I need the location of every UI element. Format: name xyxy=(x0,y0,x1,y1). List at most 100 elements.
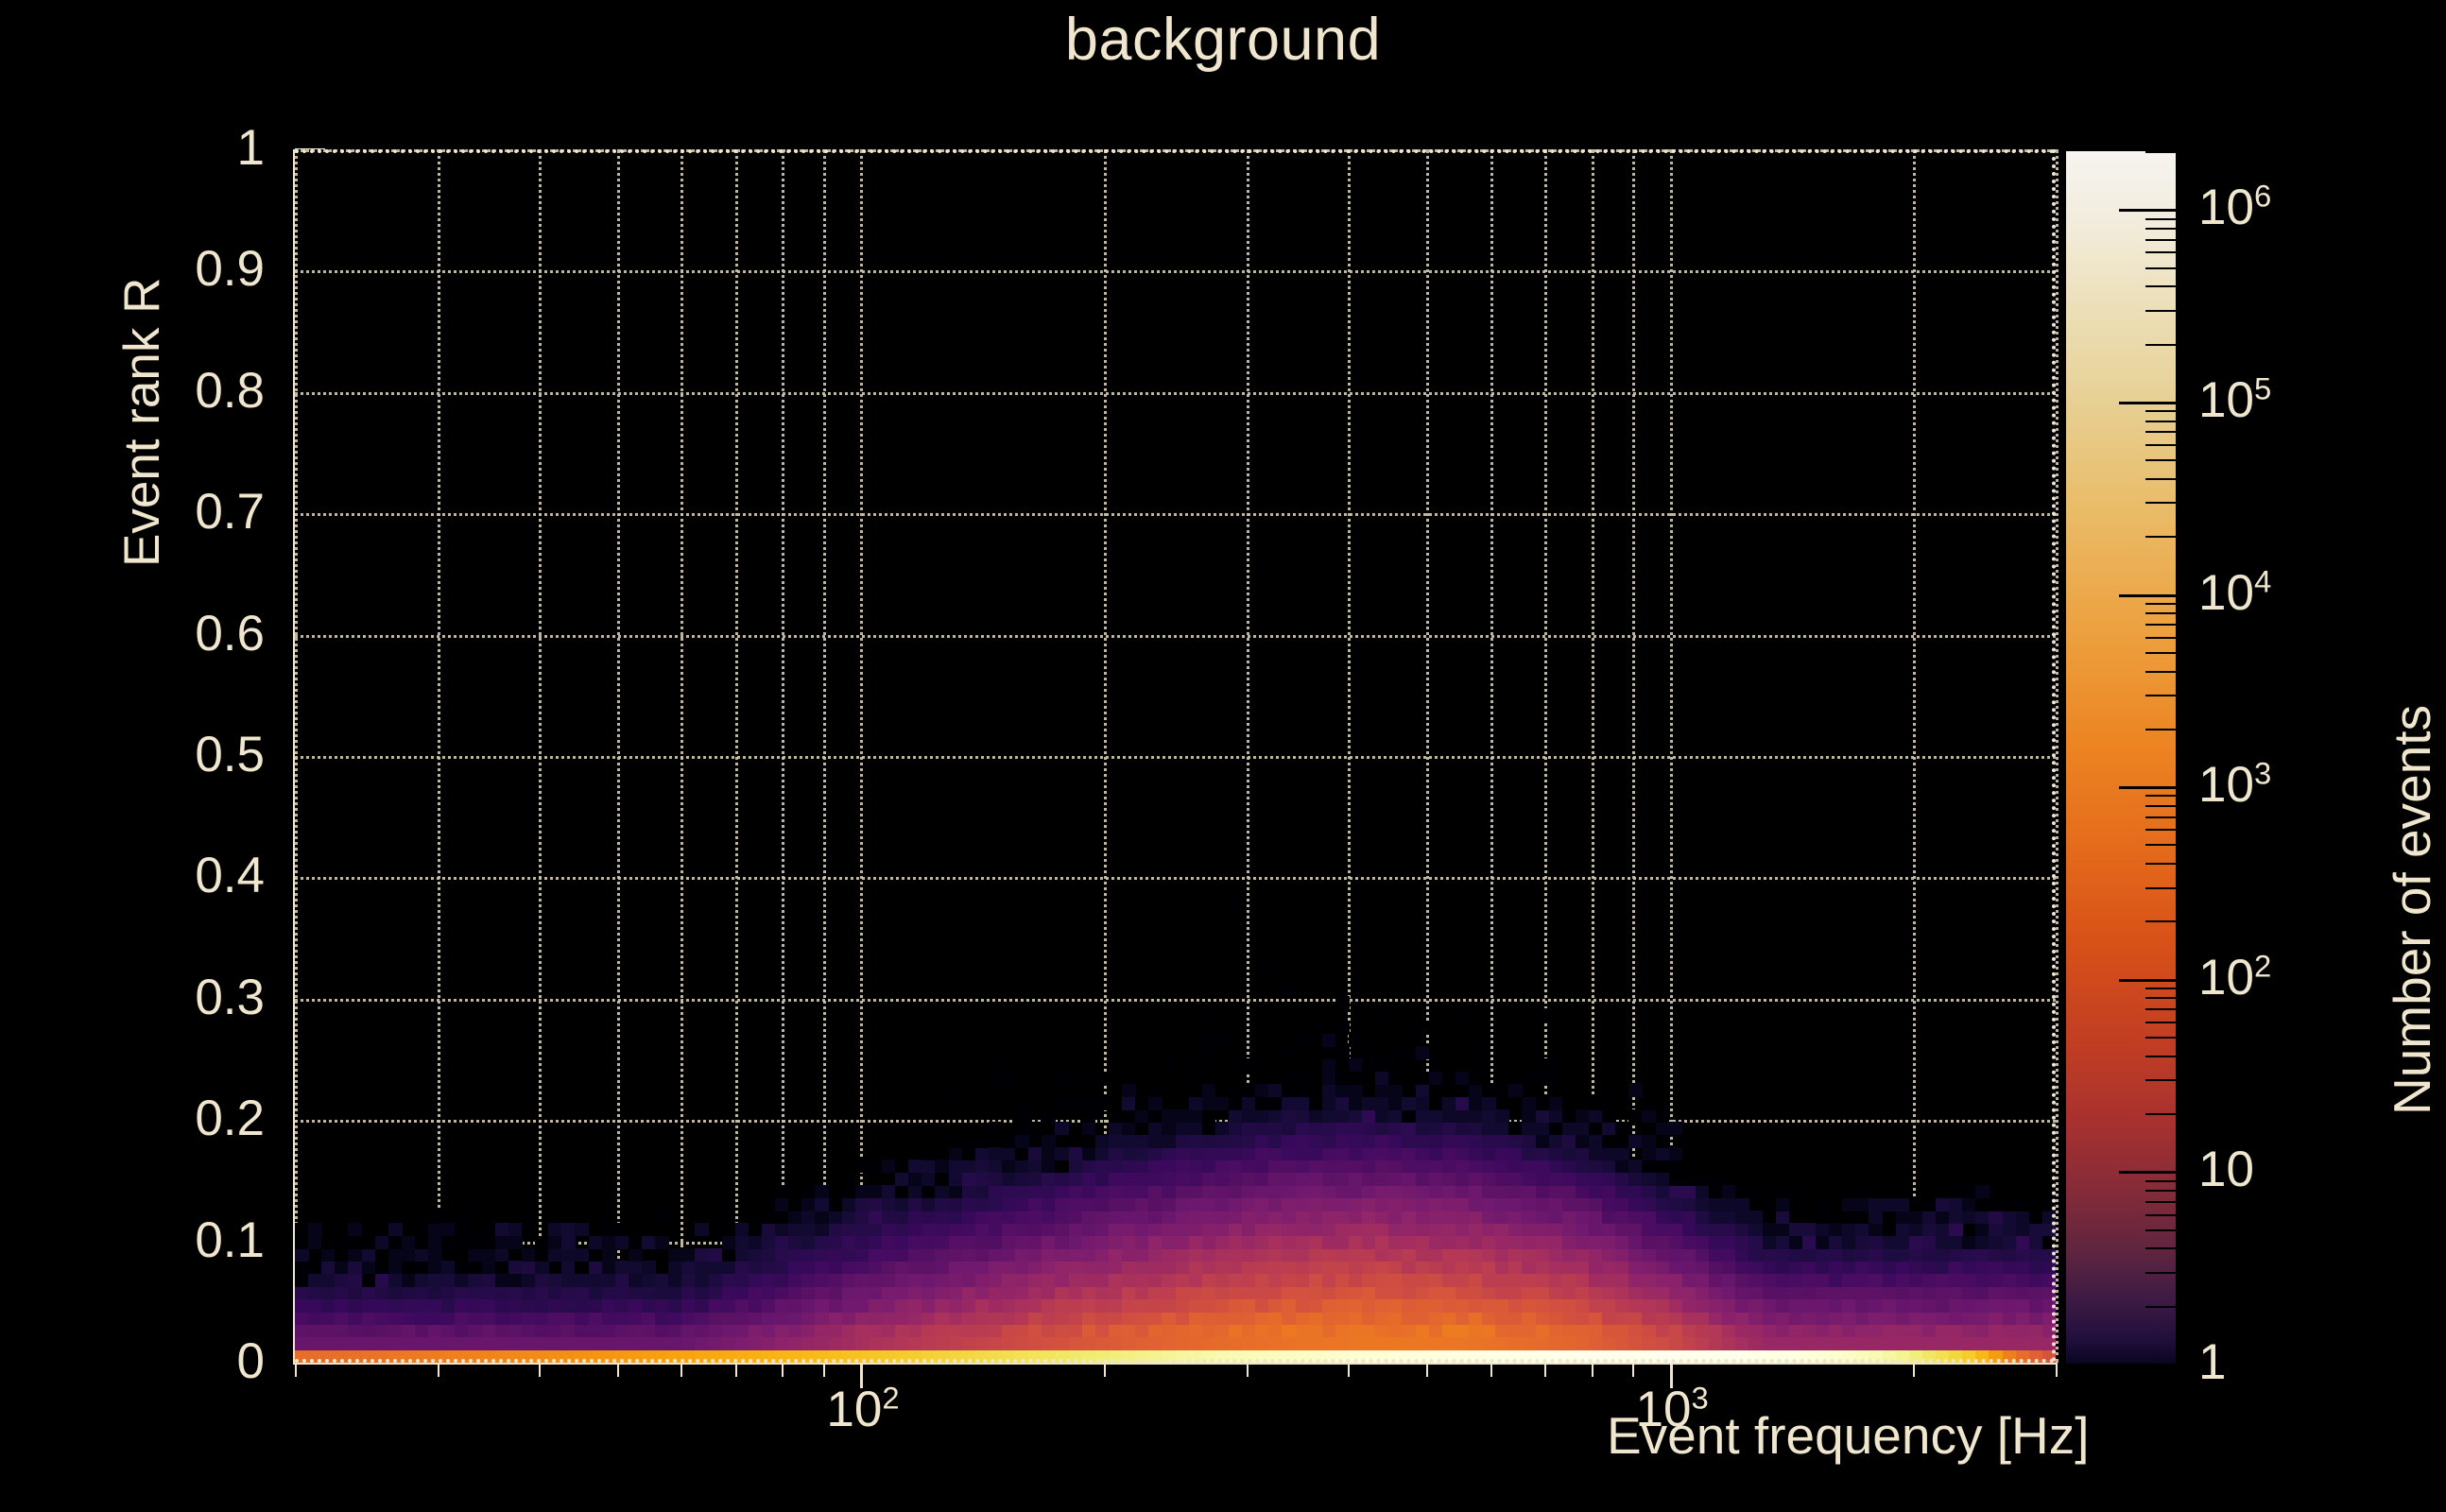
heatmap-cell xyxy=(1162,1108,1177,1123)
heatmap-cell xyxy=(1882,1223,1897,1237)
heatmap-cell xyxy=(882,1210,896,1224)
heatmap-cell xyxy=(1068,1324,1083,1338)
heatmap-cell xyxy=(1201,1324,1216,1338)
heatmap-cell xyxy=(2028,1324,2043,1338)
heatmap-cell xyxy=(1295,1134,1310,1148)
heatmap-cell xyxy=(1081,1324,1096,1338)
grid-line-horizontal xyxy=(295,270,2056,274)
heatmap-cell xyxy=(1214,1248,1230,1262)
heatmap-cell xyxy=(1308,1033,1323,1047)
heatmap-cell xyxy=(908,1248,922,1262)
heatmap-cell xyxy=(1441,1147,1456,1160)
heatmap-cell xyxy=(1201,1160,1216,1174)
heatmap-cell xyxy=(974,1185,990,1199)
heatmap-cell xyxy=(1162,1311,1177,1325)
heatmap-cell xyxy=(1228,894,1243,908)
heatmap-cell xyxy=(1362,1147,1376,1160)
heatmap-cell xyxy=(1722,1273,1736,1287)
heatmap-cell xyxy=(1094,1197,1110,1211)
heatmap-cell xyxy=(1321,1185,1336,1199)
heatmap-cell xyxy=(1094,1134,1110,1148)
y-tick-label: 0.6 xyxy=(195,605,265,662)
heatmap-cell xyxy=(1908,1298,1923,1313)
heatmap-cell xyxy=(1722,1324,1736,1338)
colorbar-tick-minor xyxy=(2145,863,2176,866)
heatmap-cell xyxy=(1508,1172,1524,1186)
heatmap-cell xyxy=(961,1197,976,1211)
heatmap-cell xyxy=(1709,1248,1723,1262)
heatmap-cell xyxy=(374,1324,389,1338)
heatmap-cell xyxy=(1201,1172,1216,1186)
heatmap-cell xyxy=(1469,1084,1483,1098)
colorbar-tick-minor xyxy=(2145,459,2176,462)
heatmap-cell xyxy=(1855,1311,1869,1325)
heatmap-cell xyxy=(1388,1324,1404,1338)
heatmap-cell xyxy=(668,1273,682,1287)
heatmap-cell xyxy=(1482,1336,1496,1350)
heatmap-cell xyxy=(1388,1058,1404,1073)
heatmap-cell xyxy=(1388,1248,1404,1262)
heatmap-cell xyxy=(494,1324,509,1338)
heatmap-cell xyxy=(1214,1286,1230,1300)
heatmap-cell xyxy=(1135,1172,1149,1186)
heatmap-cell xyxy=(1895,1248,1910,1262)
heatmap-cell xyxy=(1175,1210,1190,1224)
heatmap-cell xyxy=(1135,1235,1149,1249)
heatmap-cell xyxy=(1921,1223,1937,1237)
heatmap-cell xyxy=(1628,1134,1644,1148)
heatmap-cell xyxy=(1175,1273,1190,1287)
heatmap-cell xyxy=(1042,1160,1057,1174)
heatmap-cell xyxy=(1348,1273,1363,1287)
heatmap-cell xyxy=(828,1298,843,1313)
heatmap-cell xyxy=(1681,1261,1697,1275)
heatmap-cell xyxy=(961,1286,976,1300)
heatmap-cell xyxy=(801,1223,817,1237)
heatmap-cell xyxy=(1642,1210,1657,1224)
heatmap-cell xyxy=(948,1084,963,1098)
heatmap-cell xyxy=(1495,1084,1509,1098)
heatmap-cell xyxy=(1081,1108,1096,1123)
heatmap-cell xyxy=(775,1235,789,1249)
heatmap-cell xyxy=(1188,1324,1203,1338)
heatmap-cell xyxy=(1282,1273,1297,1287)
heatmap-cell xyxy=(561,1298,576,1313)
heatmap-cell xyxy=(1561,1122,1576,1136)
heatmap-cell xyxy=(1681,1210,1697,1224)
heatmap-cell xyxy=(1308,1147,1323,1160)
heatmap-cell xyxy=(1722,1286,1736,1300)
heatmap-cell xyxy=(1855,1235,1869,1249)
heatmap-cell xyxy=(801,1311,817,1325)
heatmap-cell xyxy=(708,1273,723,1287)
heatmap-cell xyxy=(1855,1286,1869,1300)
heatmap-cell xyxy=(974,1210,990,1224)
heatmap-cell xyxy=(775,1324,789,1338)
heatmap-cell xyxy=(1455,1235,1470,1249)
heatmap-cell xyxy=(1348,1096,1363,1110)
heatmap-cell xyxy=(788,1311,802,1325)
heatmap-cell xyxy=(1255,1336,1269,1350)
heatmap-cell xyxy=(494,1261,509,1275)
heatmap-cell xyxy=(1255,1273,1269,1287)
heatmap-cell xyxy=(1081,1261,1096,1275)
heatmap-cell xyxy=(1081,1311,1096,1325)
heatmap-cell xyxy=(1415,1046,1430,1059)
heatmap-cell xyxy=(1028,1223,1042,1237)
heatmap-cell xyxy=(734,1235,749,1249)
x-tick-minor xyxy=(1591,1362,1593,1377)
heatmap-cell xyxy=(1282,1336,1297,1350)
heatmap-cell xyxy=(1469,1122,1483,1136)
heatmap-cell xyxy=(1762,1223,1777,1237)
heatmap-cell xyxy=(1709,1197,1723,1211)
heatmap-cell xyxy=(895,1235,909,1249)
heatmap-cell xyxy=(1335,1058,1350,1073)
heatmap-cell xyxy=(1042,1235,1057,1249)
heatmap-cell xyxy=(401,1248,416,1262)
heatmap-cell xyxy=(1015,1261,1029,1275)
heatmap-cell xyxy=(1375,1147,1389,1160)
heatmap-cell xyxy=(1201,1147,1216,1160)
heatmap-cell xyxy=(1829,1248,1843,1262)
grid-line-vertical xyxy=(680,149,684,1363)
heatmap-cell xyxy=(1055,1160,1070,1174)
heatmap-cell xyxy=(1455,1007,1470,1022)
heatmap-cell xyxy=(1015,1298,1029,1313)
